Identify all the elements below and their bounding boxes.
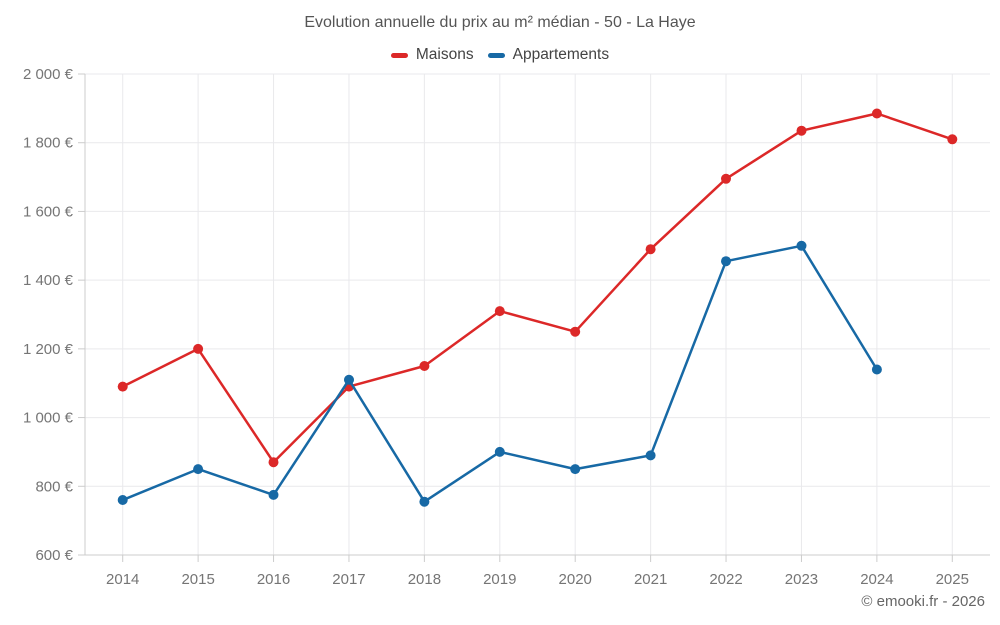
x-tick-label: 2015 <box>181 571 214 588</box>
data-point-maisons-2020[interactable] <box>570 326 581 337</box>
data-point-maisons-2014[interactable] <box>117 381 128 392</box>
data-point-appartements-2021[interactable] <box>645 450 656 461</box>
chart-title: Evolution annuelle du prix au m² médian … <box>304 14 696 31</box>
x-tick-label: 2019 <box>483 571 516 588</box>
y-tick-label: 1 000 € <box>23 410 74 427</box>
x-tick-label: 2023 <box>785 571 818 588</box>
legend-swatch-maisons-icon <box>390 52 408 58</box>
data-point-maisons-2023[interactable] <box>796 125 807 136</box>
y-tick-label: 1 200 € <box>23 341 74 358</box>
x-tick-label: 2025 <box>936 571 969 588</box>
data-point-appartements-2019[interactable] <box>494 446 505 457</box>
series-line-maisons <box>121 112 954 464</box>
data-point-appartements-2014[interactable] <box>117 495 128 505</box>
data-point-appartements-2022[interactable] <box>721 256 731 267</box>
data-point-appartements-2016[interactable] <box>268 489 279 500</box>
x-tick-label: 2024 <box>860 571 893 588</box>
data-point-maisons-2024[interactable] <box>871 108 882 119</box>
legend-label-appartements: Appartements <box>512 46 610 63</box>
data-point-appartements-2020[interactable] <box>570 464 581 475</box>
legend-item-maisons[interactable]: Maisons <box>390 46 474 64</box>
legend-label-maisons: Maisons <box>415 46 474 63</box>
y-tick-label: 600 € <box>35 547 73 564</box>
x-tick-label: 2021 <box>634 571 667 588</box>
copyright-footer: © emooki.fr - 2026 <box>861 593 985 610</box>
data-point-appartements-2017[interactable] <box>344 374 354 385</box>
y-tick-label: 1 400 € <box>23 272 74 289</box>
data-point-maisons-2025[interactable] <box>947 134 958 145</box>
data-point-maisons-2016[interactable] <box>268 457 279 468</box>
y-tick-label: 1 600 € <box>23 203 74 220</box>
data-point-maisons-2019[interactable] <box>494 306 505 317</box>
data-point-appartements-2018[interactable] <box>419 496 430 507</box>
x-tick-label: 2014 <box>106 571 139 588</box>
legend-item-appartements[interactable]: Appartements <box>487 46 610 64</box>
data-point-maisons-2021[interactable] <box>645 244 656 255</box>
y-tick-label: 2 000 € <box>23 66 74 83</box>
data-point-appartements-2023[interactable] <box>796 240 807 251</box>
x-tick-label: 2016 <box>257 571 290 588</box>
x-tick-label: 2017 <box>332 571 365 588</box>
legend-swatch-appartements-icon <box>487 52 505 58</box>
data-point-maisons-2015[interactable] <box>193 343 204 354</box>
x-tick-label: 2022 <box>709 571 742 588</box>
data-point-appartements-2024[interactable] <box>871 364 882 375</box>
data-point-appartements-2015[interactable] <box>193 464 204 475</box>
data-point-maisons-2022[interactable] <box>721 173 731 184</box>
y-tick-label: 800 € <box>35 478 73 495</box>
chart-legend: Maisons Appartements <box>0 46 1000 64</box>
data-point-maisons-2018[interactable] <box>419 361 430 371</box>
y-tick-label: 1 800 € <box>23 135 74 152</box>
x-tick-label: 2020 <box>559 571 592 588</box>
x-tick-label: 2018 <box>408 571 441 588</box>
